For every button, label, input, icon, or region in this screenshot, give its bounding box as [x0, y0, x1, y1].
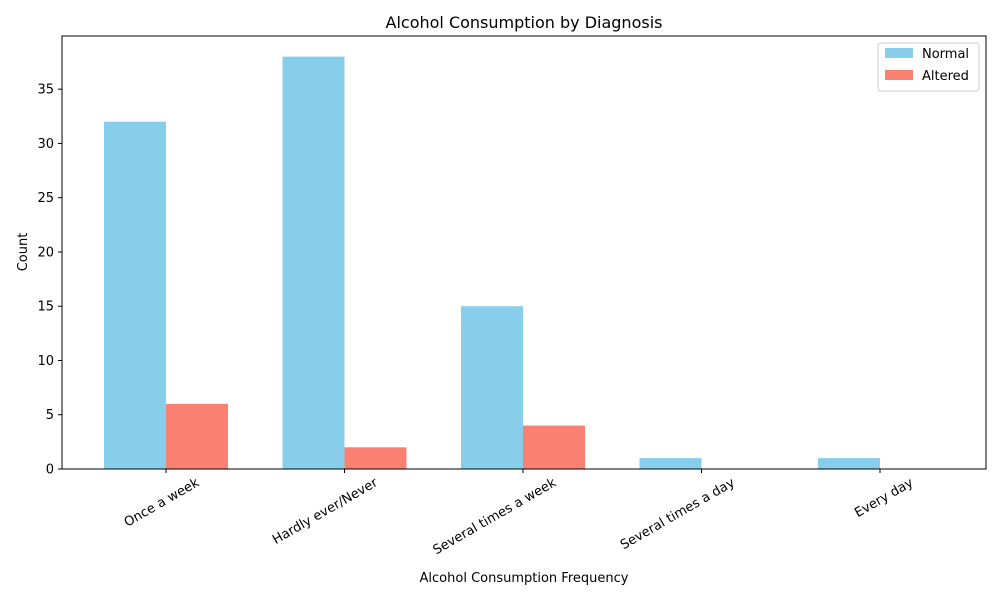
x-axis: Once a week Hardly ever/Never Several time…: [122, 469, 916, 558]
bar-normal-4: [818, 458, 880, 469]
x-tick-label: Several times a day: [618, 475, 738, 553]
x-tick-label: Hardly ever/Never: [270, 475, 381, 548]
bar-normal-0: [104, 121, 166, 470]
bar-normal-1: [282, 56, 345, 469]
bar-normal-2: [461, 306, 523, 469]
bar-normal-3: [639, 458, 702, 469]
bar-altered-2: [523, 425, 585, 469]
bar-altered-0: [166, 403, 228, 469]
x-tick-label: Once a week: [122, 475, 203, 530]
y-tick-label: 35: [37, 83, 54, 98]
legend-swatch-altered: [885, 70, 913, 80]
x-tick-label: Every day: [852, 475, 916, 521]
bar-altered-1: [344, 447, 407, 469]
chart-title: Alcohol Consumption by Diagnosis: [386, 13, 663, 32]
bars-group: [104, 56, 880, 470]
legend-label-normal: Normal: [922, 47, 969, 62]
plot-frame: [61, 35, 987, 470]
legend-label-altered: Altered: [922, 69, 969, 84]
y-tick-label: 0: [46, 463, 54, 478]
y-axis-label: Count: [16, 233, 31, 272]
y-tick-label: 25: [37, 191, 54, 206]
y-tick-label: 5: [46, 408, 54, 423]
x-tick-label: Several times a week: [431, 475, 560, 558]
y-tick-label: 10: [37, 354, 54, 369]
legend: Normal Altered: [877, 42, 980, 92]
y-tick-label: 20: [37, 245, 54, 260]
legend-swatch-normal: [885, 48, 913, 58]
y-tick-label: 15: [37, 300, 54, 315]
y-tick-label: 30: [37, 137, 54, 152]
y-axis: 0 5 10 15 20 25 30 35: [37, 83, 62, 478]
x-axis-label: Alcohol Consumption Frequency: [420, 571, 629, 586]
